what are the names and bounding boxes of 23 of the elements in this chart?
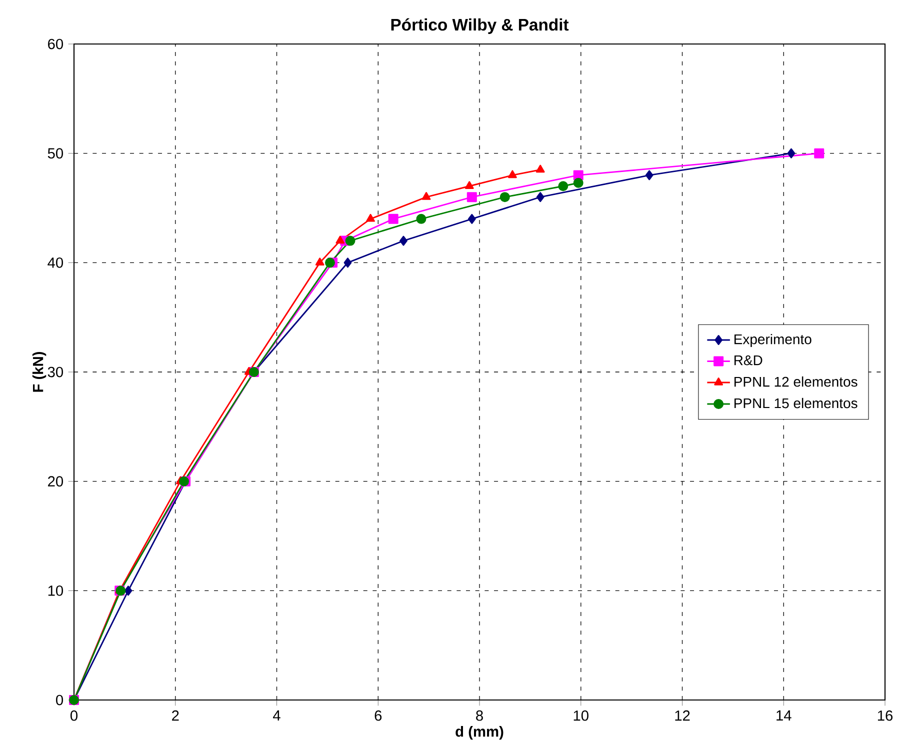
- y-tick-label: 60: [48, 38, 64, 50]
- x-tick-label: 4: [273, 710, 280, 720]
- x-tick-label: 10: [574, 710, 588, 721]
- y-tick-label: 0: [56, 694, 64, 706]
- y-tick-label: 10: [48, 585, 64, 596]
- y-tick-label: 50: [48, 148, 64, 159]
- legend-label: Experimento: [734, 334, 812, 347]
- y-tick-label: 20: [48, 476, 64, 487]
- legend-label: PPNL 15 elementos: [734, 398, 858, 408]
- legend-label: R&D: [734, 355, 762, 366]
- x-tick-label: 14: [776, 710, 792, 720]
- x-tick-label: 2: [172, 710, 179, 721]
- y-tick-label: 40: [48, 257, 64, 268]
- x-tick-label: 12: [675, 710, 690, 721]
- y-axis-title: F (kN): [32, 352, 46, 392]
- y-tick-label: 30: [48, 366, 64, 378]
- x-axis-title: d (mm): [456, 726, 504, 740]
- x-tick-label: 0: [70, 710, 78, 721]
- x-tick-label: 6: [374, 710, 382, 721]
- chart-title: Pórtico Wilby & Pandit: [391, 18, 569, 34]
- legend-label: PPNL 12 elementos: [734, 376, 858, 387]
- x-tick-label: 16: [878, 710, 893, 721]
- x-tick-label: 8: [476, 710, 483, 721]
